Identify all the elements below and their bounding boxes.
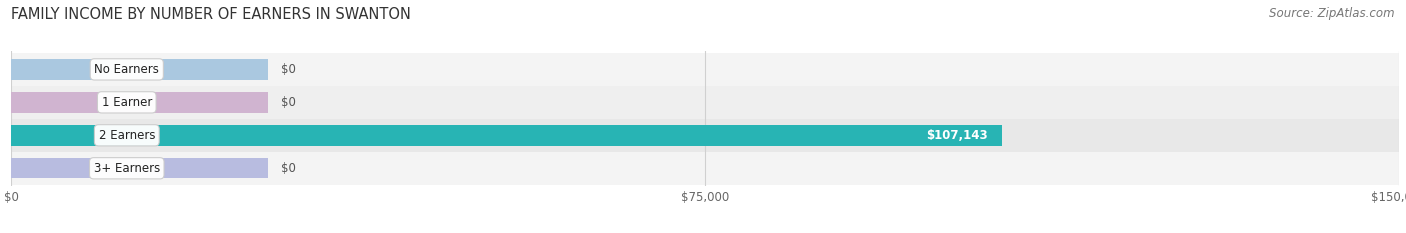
Bar <box>11 53 1399 86</box>
Bar <box>11 158 269 178</box>
Bar <box>11 125 1002 146</box>
Text: FAMILY INCOME BY NUMBER OF EARNERS IN SWANTON: FAMILY INCOME BY NUMBER OF EARNERS IN SW… <box>11 7 411 22</box>
Text: $0: $0 <box>281 96 295 109</box>
Bar <box>11 59 269 80</box>
Text: $0: $0 <box>281 162 295 175</box>
Bar <box>11 86 1399 119</box>
Text: No Earners: No Earners <box>94 63 159 76</box>
Text: 3+ Earners: 3+ Earners <box>94 162 160 175</box>
Text: 1 Earner: 1 Earner <box>101 96 152 109</box>
Text: $0: $0 <box>281 63 295 76</box>
Text: Source: ZipAtlas.com: Source: ZipAtlas.com <box>1270 7 1395 20</box>
Text: $107,143: $107,143 <box>927 129 987 142</box>
Bar <box>11 152 1399 185</box>
Text: 2 Earners: 2 Earners <box>98 129 155 142</box>
Bar <box>11 92 269 113</box>
Bar <box>11 119 1399 152</box>
